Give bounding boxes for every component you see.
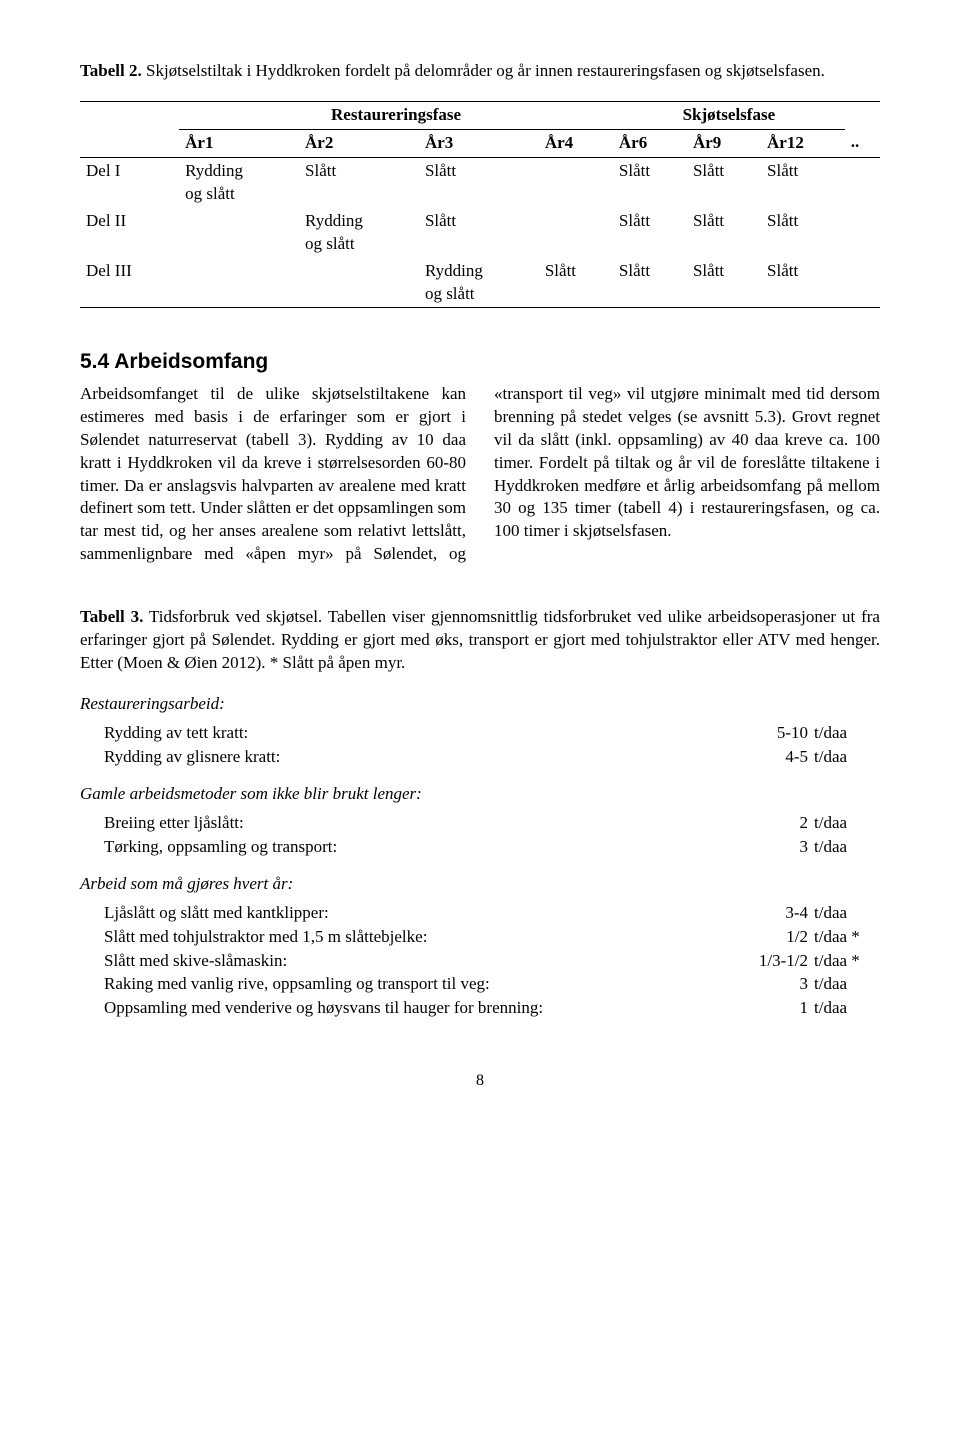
table3-caption-lead: Tabell 3. bbox=[80, 607, 143, 626]
list-item: Slått med tohjulstraktor med 1,5 m slått… bbox=[104, 926, 880, 949]
section-5-4-heading: 5.4 Arbeidsomfang bbox=[80, 348, 880, 376]
table3-group-title: Arbeid som må gjøres hvert år: bbox=[80, 873, 880, 896]
list-item: Ljåslått og slått med kantklipper: 3-4 t… bbox=[104, 902, 880, 925]
table2-phase2: Skjøtselsfase bbox=[613, 101, 845, 129]
table2: Restaureringsfase Skjøtselsfase År1 År2 … bbox=[80, 101, 880, 309]
table3-group-title: Gamle arbeidsmetoder som ikke blir brukt… bbox=[80, 783, 880, 806]
list-item: Oppsamling med venderive og høysvans til… bbox=[104, 997, 880, 1020]
table3-caption-rest: Tidsforbruk ved skjøtsel. Tabellen viser… bbox=[80, 607, 880, 672]
list-item: Breiing etter ljåslått: 2 t/daa bbox=[104, 812, 880, 835]
list-item: Tørking, oppsamling og transport: 3 t/da… bbox=[104, 836, 880, 859]
table2-caption-lead: Tabell 2. bbox=[80, 61, 142, 80]
table-row: Del III Ryddingog slått Slått Slått Slåt… bbox=[80, 258, 880, 308]
table-row: Del II Ryddingog slått Slått Slått Slått… bbox=[80, 208, 880, 258]
table2-phase1: Restaureringsfase bbox=[179, 101, 613, 129]
table-row: Del I Ryddingog slått Slått Slått Slått … bbox=[80, 157, 880, 207]
page-number: 8 bbox=[80, 1070, 880, 1092]
table2-caption: Tabell 2. Skjøtselstiltak i Hyddkroken f… bbox=[80, 60, 880, 83]
list-item: Slått med skive-slåmaskin: 1/3-1/2 t/daa… bbox=[104, 950, 880, 973]
table3-group-title: Restaureringsarbeid: bbox=[80, 693, 880, 716]
table2-caption-rest: Skjøtselstiltak i Hyddkroken fordelt på … bbox=[142, 61, 825, 80]
section-5-4-body: Arbeidsomfanget til de ulike skjøtselsti… bbox=[80, 383, 880, 567]
table2-header-row: År1 År2 År3 År4 År6 År9 År12 .. bbox=[80, 129, 880, 157]
table3-caption: Tabell 3. Tidsforbruk ved skjøtsel. Tabe… bbox=[80, 606, 880, 675]
list-item: Raking med vanlig rive, oppsamling og tr… bbox=[104, 973, 880, 996]
list-item: Rydding av tett kratt: 5-10 t/daa bbox=[104, 722, 880, 745]
list-item: Rydding av glisnere kratt: 4-5 t/daa bbox=[104, 746, 880, 769]
